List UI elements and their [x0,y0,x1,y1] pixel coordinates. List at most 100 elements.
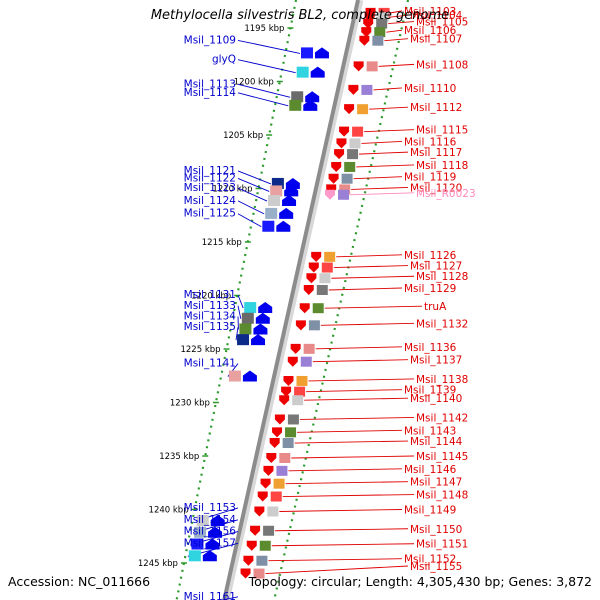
reverse-gene-arrow[interactable] [283,375,294,386]
forward-gene-box[interactable] [268,195,281,207]
forward-gene-box[interactable] [265,207,278,219]
gene-label-msil-1104[interactable]: Msil_1104 [410,10,463,22]
gene-label-msil-1112[interactable]: Msil_1112 [410,102,462,114]
reverse-gene-arrow[interactable] [363,18,374,29]
gene-label-msil-1125[interactable]: Msil_1125 [184,208,236,220]
reverse-gene-box[interactable] [292,395,304,406]
reverse-gene-arrow[interactable] [240,568,251,579]
reverse-gene-box[interactable] [324,251,336,262]
reverse-gene-box[interactable] [319,273,331,284]
gene-label-msil-1142[interactable]: Msil_1142 [416,412,468,424]
forward-gene-arrow[interactable] [253,323,268,335]
gene-label-msil-1147[interactable]: Msil_1147 [410,477,462,489]
reverse-gene-box[interactable] [347,149,359,160]
gene-label-msil-1156[interactable]: Msil_1156 [184,526,237,538]
reverse-gene-arrow[interactable] [344,104,355,115]
gene-label-msil-1131[interactable]: Msil_1131 [184,289,236,301]
gene-label-msil-1126[interactable]: Msil_1126 [404,250,457,262]
gene-label-msil-1103[interactable]: Msil_1103 [404,6,456,18]
forward-gene-box[interactable] [300,47,313,59]
gene-label-msil-1117[interactable]: Msil_1117 [410,147,462,159]
reverse-gene-box[interactable] [285,427,297,438]
reverse-gene-box[interactable] [361,84,373,95]
reverse-gene-arrow[interactable] [281,386,292,397]
forward-gene-box[interactable] [194,526,207,538]
reverse-gene-box[interactable] [308,320,320,331]
gene-label-msil-1152[interactable]: Msil_1152 [404,554,456,566]
reverse-gene-box[interactable] [296,375,308,386]
gene-label-msil-1145[interactable]: Msil_1145 [416,451,468,463]
reverse-gene-box[interactable] [344,161,356,172]
gene-label-msil-1114[interactable]: Msil_1114 [184,87,237,99]
gene-label-msil-1161[interactable]: Msil_1161 [184,591,236,600]
reverse-gene-arrow[interactable] [299,303,310,314]
reverse-gene-arrow[interactable] [361,27,372,38]
reverse-gene-arrow[interactable] [334,149,345,160]
gene-label-msil-1134[interactable]: Msil_1134 [184,310,237,322]
gene-label-msil-1139[interactable]: Msil_1139 [404,385,456,397]
forward-gene-arrow[interactable] [208,526,223,538]
reverse-gene-arrow[interactable] [348,84,359,95]
forward-gene-arrow[interactable] [210,514,225,526]
reverse-gene-box[interactable] [276,465,288,476]
forward-gene-box[interactable] [196,514,209,526]
reverse-gene-box[interactable] [282,438,294,449]
reverse-gene-box[interactable] [339,184,351,195]
reverse-gene-box[interactable] [376,18,388,29]
gene-label-msil-1153[interactable]: Msil_1153 [184,502,236,514]
gene-label-msil-r0023[interactable]: Msil_R0023 [416,188,476,200]
forward-gene-arrow[interactable] [251,334,266,346]
forward-gene-arrow[interactable] [284,185,299,197]
gene-label-msil-1137[interactable]: Msil_1137 [410,355,462,367]
gene-label-msil-1106[interactable]: Msil_1106 [404,25,457,37]
reverse-gene-arrow[interactable] [306,273,317,284]
gene-label-msil-1133[interactable]: Msil_1133 [184,300,236,312]
reverse-gene-arrow[interactable] [272,427,283,438]
forward-gene-arrow[interactable] [205,538,220,550]
reverse-gene-box[interactable] [253,568,265,579]
reverse-gene-box[interactable] [273,478,285,489]
gene-label-msil-1128[interactable]: Msil_1128 [416,271,468,283]
gene-label-msil-1141[interactable]: Msil_1141 [184,358,236,370]
reverse-gene-box[interactable] [279,453,291,463]
forward-gene-arrow[interactable] [202,550,217,562]
gene-label-msil-1154[interactable]: Msil_1154 [184,514,237,526]
gene-label-msil-1136[interactable]: Msil_1136 [404,342,457,354]
gene-label-glyq[interactable]: glyQ [212,54,236,66]
gene-label-msil-1123[interactable]: Msil_1123 [184,182,236,194]
forward-gene-box[interactable] [262,220,275,232]
forward-gene-box[interactable] [237,334,250,346]
forward-gene-arrow[interactable] [285,177,300,189]
gene-label-msil-1129[interactable]: Msil_1129 [404,283,456,295]
reverse-gene-arrow[interactable] [250,525,261,536]
forward-gene-box[interactable] [228,370,241,382]
reverse-gene-box[interactable] [263,525,275,536]
reverse-gene-arrow[interactable] [257,491,268,502]
reverse-gene-box[interactable] [256,555,268,566]
reverse-gene-arrow[interactable] [339,126,350,137]
gene-label-msil-1157[interactable]: Msil_1157 [184,537,236,549]
forward-gene-box[interactable] [244,302,257,314]
reverse-gene-arrow[interactable] [274,414,285,425]
reverse-gene-arrow[interactable] [260,478,271,489]
reverse-gene-box[interactable] [303,343,315,354]
reverse-gene-arrow[interactable] [328,173,339,184]
reverse-gene-arrow[interactable] [279,395,290,406]
gene-label-msil-1143[interactable]: Msil_1143 [404,425,456,437]
reverse-gene-box[interactable] [349,138,361,149]
reverse-gene-box[interactable] [338,189,350,200]
reverse-gene-arrow[interactable] [290,343,301,354]
reverse-gene-box[interactable] [316,285,328,296]
gene-label-msil-1146[interactable]: Msil_1146 [404,464,457,476]
forward-gene-arrow[interactable] [303,99,318,111]
reverse-gene-arrow[interactable] [243,555,254,566]
reverse-gene-box[interactable] [357,104,369,115]
gene-label-msil-1132[interactable]: Msil_1132 [416,318,468,330]
forward-gene-box[interactable] [271,177,284,189]
reverse-gene-box[interactable] [294,386,306,397]
reverse-gene-arrow[interactable] [263,465,274,476]
reverse-gene-arrow[interactable] [303,285,314,296]
forward-gene-box[interactable] [270,185,283,197]
forward-gene-arrow[interactable] [282,195,297,207]
forward-gene-box[interactable] [291,91,304,103]
